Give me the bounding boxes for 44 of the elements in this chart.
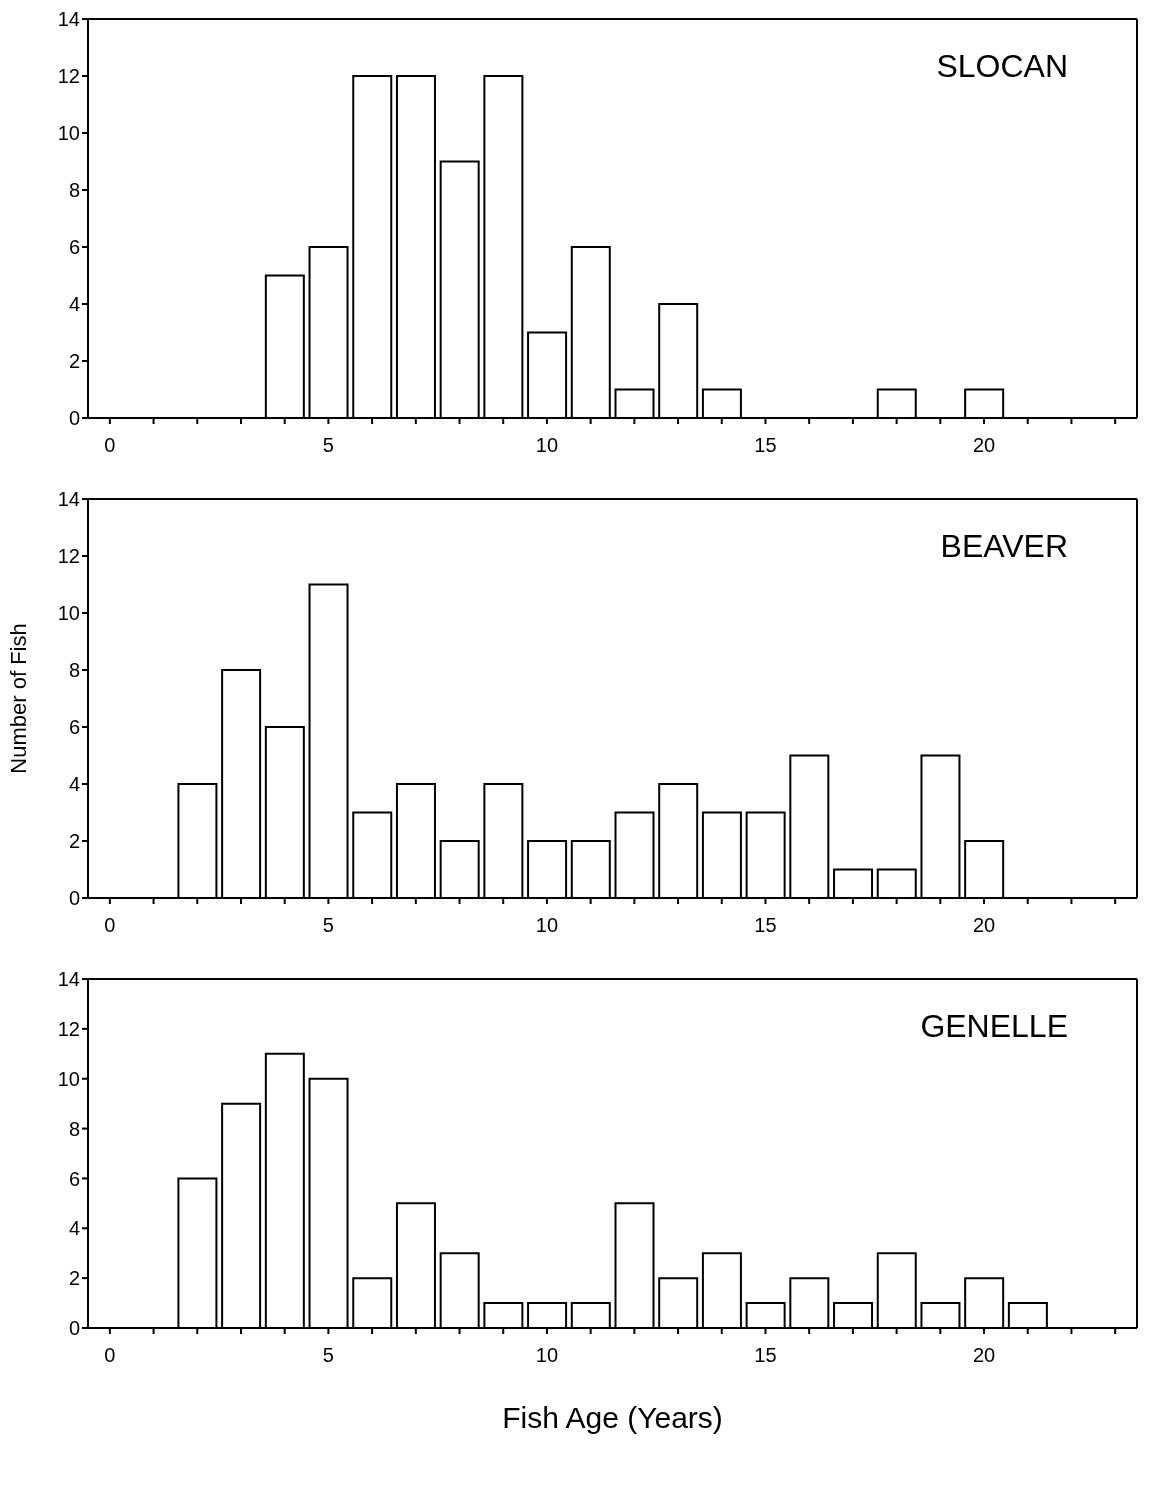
text: SLOCAN [936,48,1068,85]
y-tick-label: 14 [57,968,80,991]
y-tick-label: 8 [68,659,80,682]
y-tick-label: 6 [68,1167,80,1190]
x-tick-label: 5 [322,1344,334,1367]
y-tick-label: 10 [57,122,80,145]
y-tick-label: 6 [68,716,80,739]
y-tick-label: 4 [68,773,80,796]
x-tick-label: 5 [322,914,334,937]
y-tick-label: 2 [68,350,80,373]
y-axis-title: Number of Fish [5,623,31,774]
text: BEAVER [940,528,1068,565]
y-tick-label: 2 [68,830,80,853]
text: GENELLE [920,1008,1068,1045]
y-tick-label: 10 [57,1067,80,1090]
y-tick-label: 14 [57,488,80,511]
x-tick-label: 15 [754,434,777,457]
y-tick-label: 4 [68,1217,80,1240]
x-tick-label: 10 [535,914,559,937]
y-tick-label: 14 [57,8,80,31]
x-tick-label: 15 [754,914,777,937]
y-tick-label: 8 [68,1117,80,1140]
y-tick-label: 8 [68,179,80,202]
y-tick-label: 4 [68,293,80,316]
y-tick-label: 12 [57,545,80,568]
y-tick-label: 10 [57,602,80,625]
x-tick-label: 20 [972,1344,996,1367]
x-tick-label: 10 [535,1344,559,1367]
y-tick-label: 12 [57,1017,80,1040]
x-tick-label: 0 [104,1344,116,1367]
x-tick-label: 20 [972,434,996,457]
y-tick-label: 0 [68,407,80,430]
x-tick-label: 10 [535,434,559,457]
y-tick-label: 0 [68,887,80,910]
x-tick-label: 0 [104,914,116,937]
y-tick-label: 2 [68,1267,80,1290]
y-tick-label: 12 [57,65,80,88]
x-tick-label: 5 [322,434,334,457]
y-tick-label: 6 [68,236,80,259]
y-tick-label: 0 [68,1317,80,1340]
x-axis-title: Fish Age (Years) [502,1401,723,1434]
x-tick-label: 0 [104,434,116,457]
x-tick-label: 20 [972,914,996,937]
x-tick-label: 15 [754,1344,777,1367]
